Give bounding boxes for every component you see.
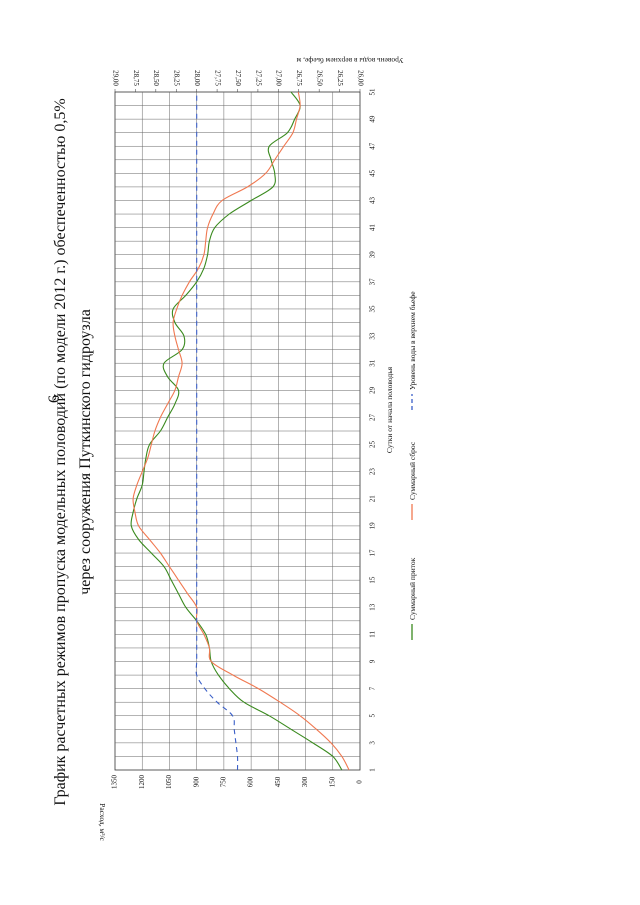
plot-area (114, 91, 361, 771)
x-tick-label: 49 (369, 115, 377, 123)
x-tick-label: 33 (369, 332, 377, 340)
y-tick-label: 1200 (138, 775, 146, 790)
series-line-1 (130, 91, 343, 771)
y2-tick-label: 27,75 (213, 70, 221, 86)
x-tick-label: 27 (369, 413, 377, 421)
y2-tick-label: 28,25 (173, 70, 181, 86)
y-tick-label: 600 (247, 776, 255, 787)
x-tick-label: 5 (369, 714, 377, 718)
x-tick-label: 31 (369, 359, 377, 367)
y-tick-label: 0 (356, 780, 364, 784)
chart-title-line2: через сооружения Путкинского гидроузла (77, 309, 94, 595)
y2-axis-title: Уровень воды в верхнем бьефе, м (296, 56, 403, 65)
series-line-2 (132, 91, 350, 771)
legend-label-3: Уровень воды в верхнем бьефе (408, 291, 417, 390)
x-tick-label: 3 (369, 741, 377, 745)
y2-tick-label: 27,25 (254, 70, 262, 86)
x-tick-label: 21 (369, 495, 377, 503)
x-tick-label: 37 (369, 278, 377, 286)
x-tick-label: 35 (369, 305, 377, 313)
y2-tick-label: 26,00 (356, 70, 364, 86)
x-tick-label: 7 (369, 686, 377, 690)
y2-tick-label: 26,25 (336, 70, 344, 86)
x-tick-label: 9 (369, 659, 377, 663)
series-line-3 (195, 92, 239, 771)
x-tick-label: 51 (369, 88, 377, 96)
legend-label-1: Суммарный приток (408, 557, 417, 620)
y-tick-label: 300 (301, 776, 309, 787)
x-tick-label: 43 (369, 196, 377, 204)
x-tick-label: 15 (369, 576, 377, 584)
x-tick-label: 11 (369, 631, 377, 638)
chart-title: График расчетных режимов пропуска модель… (52, 98, 94, 805)
y-tick-label: 750 (219, 776, 227, 787)
y-tick-label: 450 (274, 776, 282, 787)
y2-tick-label: 28,50 (152, 70, 160, 86)
x-tick-label: 41 (369, 224, 377, 232)
x-tick-label: 25 (369, 441, 377, 449)
x-tick-label: 29 (369, 386, 377, 394)
y-axis-title: Расход, м³/с (98, 803, 107, 841)
y2-tick-label: 27,50 (234, 70, 242, 86)
x-tick-label: 45 (369, 169, 377, 177)
y2-tick-label: 26,50 (316, 70, 324, 86)
x-axis-title: Сутки от начала половодья (385, 366, 394, 453)
axis-ticks: 1357911131517192123252729313335373941434… (111, 70, 377, 789)
x-tick-label: 17 (369, 549, 377, 557)
chart-title-line1: График расчетных режимов пропуска модель… (52, 98, 69, 805)
legend-label-2: Суммарный сброс (408, 441, 417, 500)
x-tick-label: 39 (369, 251, 377, 259)
y-tick-label: 1050 (165, 775, 173, 790)
y-tick-label: 1350 (111, 775, 119, 790)
y2-tick-label: 28,75 (132, 70, 140, 86)
y2-tick-label: 28,00 (193, 70, 201, 86)
x-tick-label: 23 (369, 468, 377, 476)
y2-tick-label: 29,00 (111, 70, 119, 86)
x-tick-label: 19 (369, 522, 377, 530)
y-tick-label: 900 (192, 776, 200, 787)
x-tick-label: 47 (369, 142, 377, 150)
y2-tick-label: 27,00 (275, 70, 283, 86)
x-tick-label: 1 (369, 768, 377, 772)
y2-tick-label: 26,75 (295, 70, 303, 86)
x-tick-label: 13 (369, 603, 377, 611)
y-tick-label: 150 (328, 776, 336, 787)
series-group (130, 91, 350, 771)
legend: Суммарный приток Суммарный сброс Уровень в… (408, 291, 417, 640)
